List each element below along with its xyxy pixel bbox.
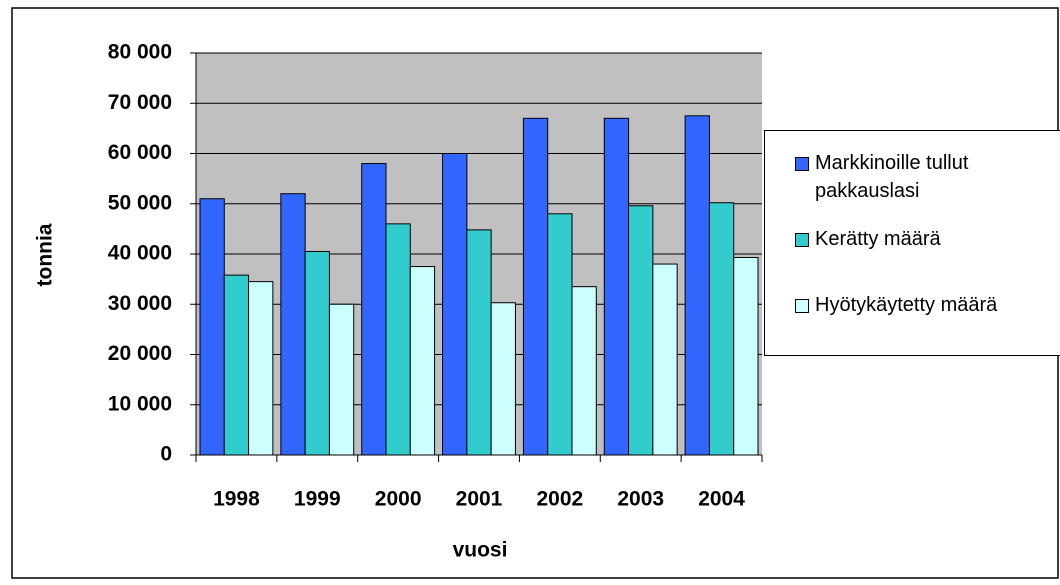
x-tick-label: 2004 — [698, 488, 745, 511]
y-tick-label: 50 000 — [108, 191, 172, 214]
y-tick-label: 70 000 — [108, 91, 172, 114]
y-tick-label: 10 000 — [108, 392, 172, 415]
bar — [652, 263, 678, 456]
bar — [328, 303, 355, 456]
bar — [304, 250, 330, 456]
legend-swatch — [795, 299, 809, 313]
y-axis-label: tonnia — [34, 223, 57, 286]
legend: Markkinoille tullut pakkauslasi Kerätty m… — [764, 130, 1060, 356]
bar — [199, 198, 225, 456]
bar — [571, 286, 597, 456]
bar — [547, 213, 573, 456]
legend-label: Kerätty määrä — [815, 228, 941, 250]
legend-item: Hyötykäytetty määrä — [795, 291, 997, 319]
x-tick-label: 2003 — [617, 488, 664, 511]
x-tick-label: 1999 — [294, 488, 341, 511]
legend-swatch — [795, 157, 809, 171]
bar — [733, 257, 759, 456]
y-tick-label: 60 000 — [108, 141, 172, 164]
y-tick-label: 0 — [160, 443, 172, 466]
legend-label: Hyötykäytetty määrä — [815, 294, 998, 316]
bar — [603, 117, 630, 456]
x-tick-label: 2001 — [456, 488, 503, 511]
x-tick-label: 2000 — [375, 488, 422, 511]
bar — [522, 117, 549, 456]
bar — [466, 229, 492, 456]
y-tick-label: 30 000 — [108, 292, 172, 315]
bar — [409, 266, 436, 456]
x-tick-label: 2002 — [536, 488, 583, 511]
bar — [280, 193, 306, 456]
bar — [361, 163, 387, 456]
y-tick-label: 20 000 — [108, 342, 172, 365]
bar — [708, 202, 735, 456]
legend-swatch — [795, 233, 809, 247]
bar — [628, 205, 654, 456]
x-axis-label: vuosi — [453, 539, 508, 562]
legend-item: Kerätty määrä — [795, 225, 941, 253]
bar — [248, 281, 274, 456]
y-tick-label: 80 000 — [108, 41, 172, 64]
bar — [385, 223, 411, 456]
bar — [223, 274, 250, 456]
bar — [490, 302, 516, 456]
legend-label: Markkinoille tullut pakkauslasi — [815, 152, 969, 202]
legend-item: Markkinoille tullut pakkauslasi — [795, 149, 1015, 205]
x-tick-label: 1998 — [213, 488, 260, 511]
bar — [684, 115, 710, 456]
y-tick-label: 40 000 — [108, 242, 172, 265]
bar — [442, 153, 468, 456]
